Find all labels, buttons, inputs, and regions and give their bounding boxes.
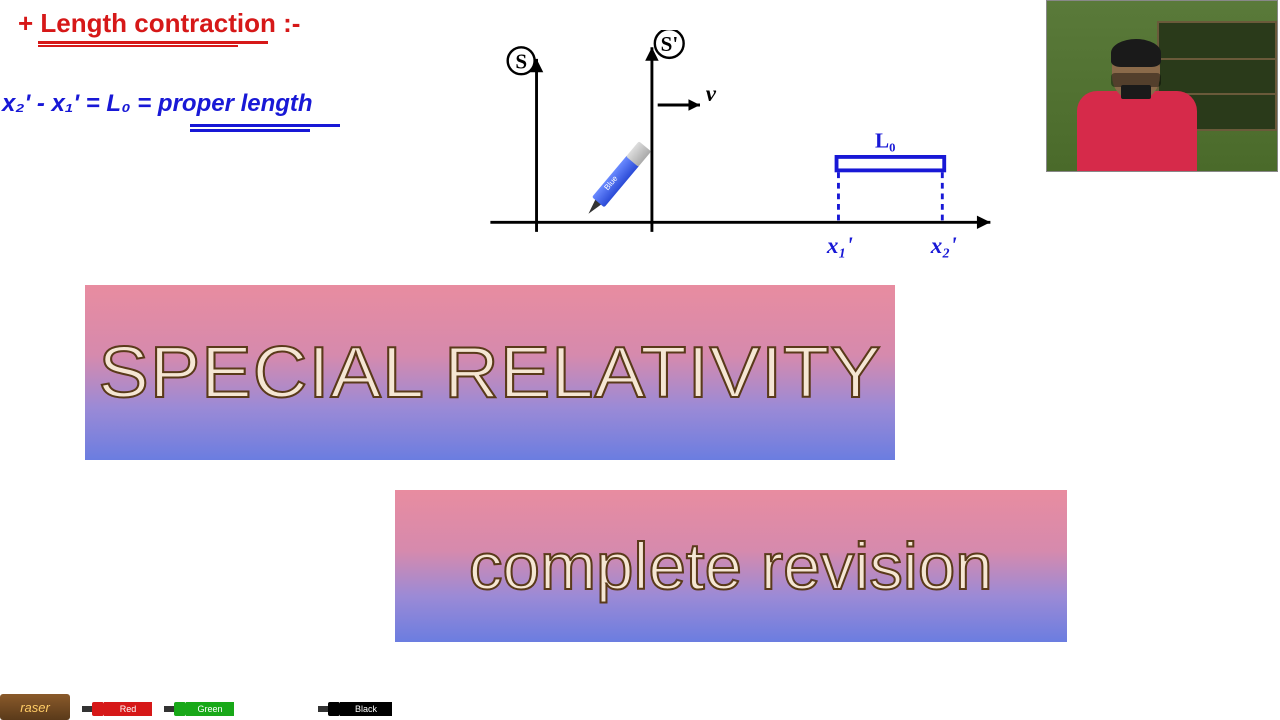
velocity-label: v xyxy=(706,80,717,106)
heading-underline-2 xyxy=(38,45,238,47)
marker-black[interactable]: Black xyxy=(318,702,392,716)
equation-equals-2: = xyxy=(137,90,158,117)
topic-heading: + Length contraction :- xyxy=(18,8,300,39)
whiteboard-canvas[interactable]: + Length contraction :- x₂' - x₁' = L₀ =… xyxy=(0,0,1280,720)
title-banner-1: SPECIAL RELATIVITY xyxy=(85,285,895,460)
equation-rhs: proper length xyxy=(158,90,313,117)
beard-icon xyxy=(1121,85,1151,99)
rod-x1-label: x₁' xyxy=(826,232,853,258)
equation-underline xyxy=(190,124,340,127)
eraser-tool[interactable]: raser xyxy=(0,694,70,720)
equation-mid: L₀ xyxy=(106,90,130,117)
webcam-presenter xyxy=(1067,41,1207,171)
equation-proper-length: x₂' - x₁' = L₀ = proper length xyxy=(2,90,313,118)
heading-underline xyxy=(38,40,268,44)
equation-underline-2 xyxy=(190,129,310,132)
marker-green[interactable]: Green xyxy=(164,702,234,716)
webcam-overlay xyxy=(1046,0,1278,172)
title-text-1: SPECIAL RELATIVITY xyxy=(98,332,882,414)
title-text-2: complete revision xyxy=(469,528,993,604)
equation-equals-1: = xyxy=(86,90,107,117)
frame-sprime-label: S' xyxy=(661,32,679,56)
marker-toolbar: raser Red Green Black xyxy=(0,690,1280,720)
reference-frame-diagram: S S' v L₀ x₁' x₂' xyxy=(480,30,1020,280)
title-banner-2: complete revision xyxy=(395,490,1067,642)
equation-lhs: x₂' - x₁' xyxy=(2,90,79,117)
rod-x2-label: x₂' xyxy=(930,232,957,258)
rod-length-label: L₀ xyxy=(875,128,895,152)
marker-red[interactable]: Red xyxy=(82,702,152,716)
frame-s-label: S xyxy=(515,49,527,73)
